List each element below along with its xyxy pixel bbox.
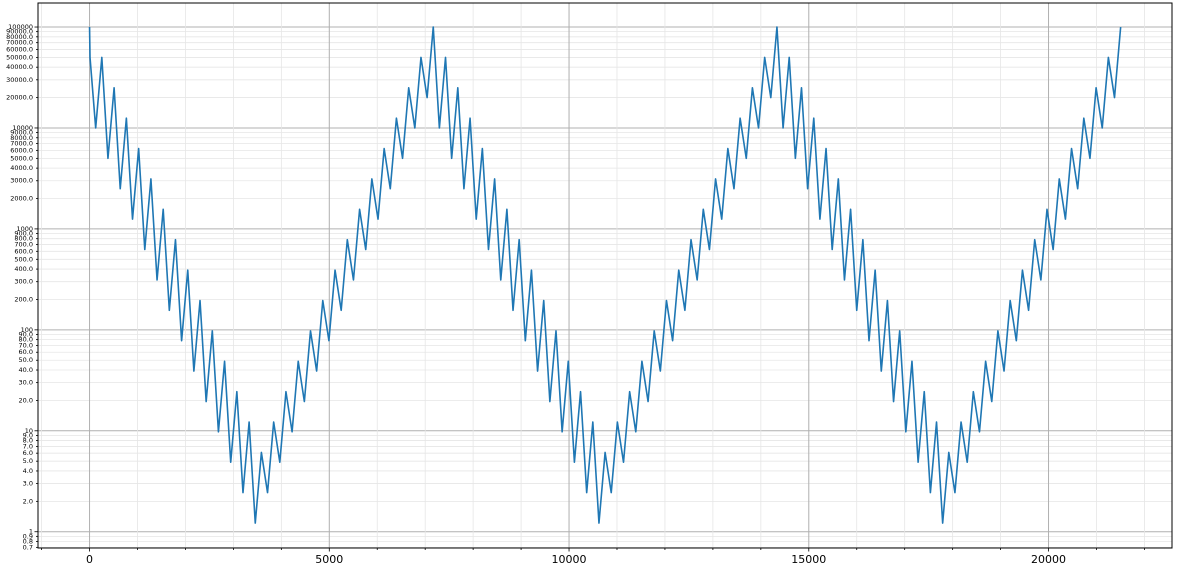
plot — [88, 26, 1122, 524]
y-tick-label: 2.0 — [23, 497, 33, 505]
y-tick-label: 1 — [29, 528, 33, 536]
y-tick-label: 10000 — [12, 124, 33, 132]
y-tick-label: 50.0 — [19, 356, 33, 364]
y-tick-label: 800.0 — [14, 235, 33, 243]
y-tick-label: 0.9 — [23, 532, 33, 540]
x-tick-label: 0 — [86, 553, 93, 566]
y-tick-label: 40000.0 — [6, 63, 33, 71]
y-tick-label: 60.0 — [19, 348, 33, 356]
plot-frame — [37, 2, 1173, 549]
y-tick-label: 200.0 — [14, 295, 33, 303]
y-tick-label: 6.0 — [23, 449, 33, 457]
y-tick-label: 20000.0 — [6, 94, 33, 102]
y-tick-label: 30.0 — [19, 379, 33, 387]
y-tick-label: 6000.0 — [10, 146, 33, 154]
y-tick-label: 90.0 — [19, 330, 33, 338]
y-tick-label: 100000 — [8, 23, 33, 31]
y-tick-label: 10 — [25, 427, 33, 435]
y-tick-label: 0.8 — [23, 538, 33, 546]
y-tick-label: 0.7 — [23, 543, 33, 551]
y-tick-label: 600.0 — [14, 247, 33, 255]
y-tick-label: 70000.0 — [6, 39, 33, 47]
y-tick-label: 5000.0 — [10, 154, 33, 162]
y-tick-label: 7.0 — [23, 442, 33, 450]
y-tick-label: 500.0 — [14, 255, 33, 263]
x-tick-label: 5000 — [315, 553, 343, 566]
y-tick-label: 9000.0 — [10, 129, 33, 137]
y-tick-label: 70.0 — [19, 341, 33, 349]
y-tick-label: 400.0 — [14, 265, 33, 273]
y-tick-label: 40.0 — [19, 366, 33, 374]
data-line — [88, 26, 1122, 524]
y-tick-label: 7000.0 — [10, 140, 33, 148]
y-tick-label: 30000.0 — [6, 76, 33, 84]
x-tick-label: 20000 — [1031, 553, 1066, 566]
y-tick-label: 900.0 — [14, 230, 33, 238]
y-tick-label: 60000.0 — [6, 45, 33, 53]
y-tick-label: 8.0 — [23, 437, 33, 445]
x-tick-label: 10000 — [552, 553, 587, 566]
y-tick-label: 8000.0 — [10, 134, 33, 142]
x-tick-label: 15000 — [791, 553, 826, 566]
y-tick-label: 80000.0 — [6, 33, 33, 41]
y-tick-label: 700.0 — [14, 241, 33, 249]
y-tick-label: 2000.0 — [10, 195, 33, 203]
y-tick-label: 20.0 — [19, 396, 33, 404]
grid — [34, 3, 1172, 552]
y-tick-label: 300.0 — [14, 278, 33, 286]
y-tick-label: 3.0 — [23, 480, 33, 488]
y-tick-label: 100 — [21, 326, 33, 334]
y-tick-label: 1000 — [16, 225, 33, 233]
y-tick-label: 4000.0 — [10, 164, 33, 172]
y-tick-label: 90000.0 — [6, 28, 33, 36]
y-tick-label: 3000.0 — [10, 177, 33, 185]
y-tick-label: 4.0 — [23, 467, 33, 475]
y-tick-label: 5.0 — [23, 457, 33, 465]
y-tick-label: 50000.0 — [6, 53, 33, 61]
y-tick-label: 80.0 — [19, 336, 33, 344]
y-tick-label: 9.0 — [23, 431, 33, 439]
